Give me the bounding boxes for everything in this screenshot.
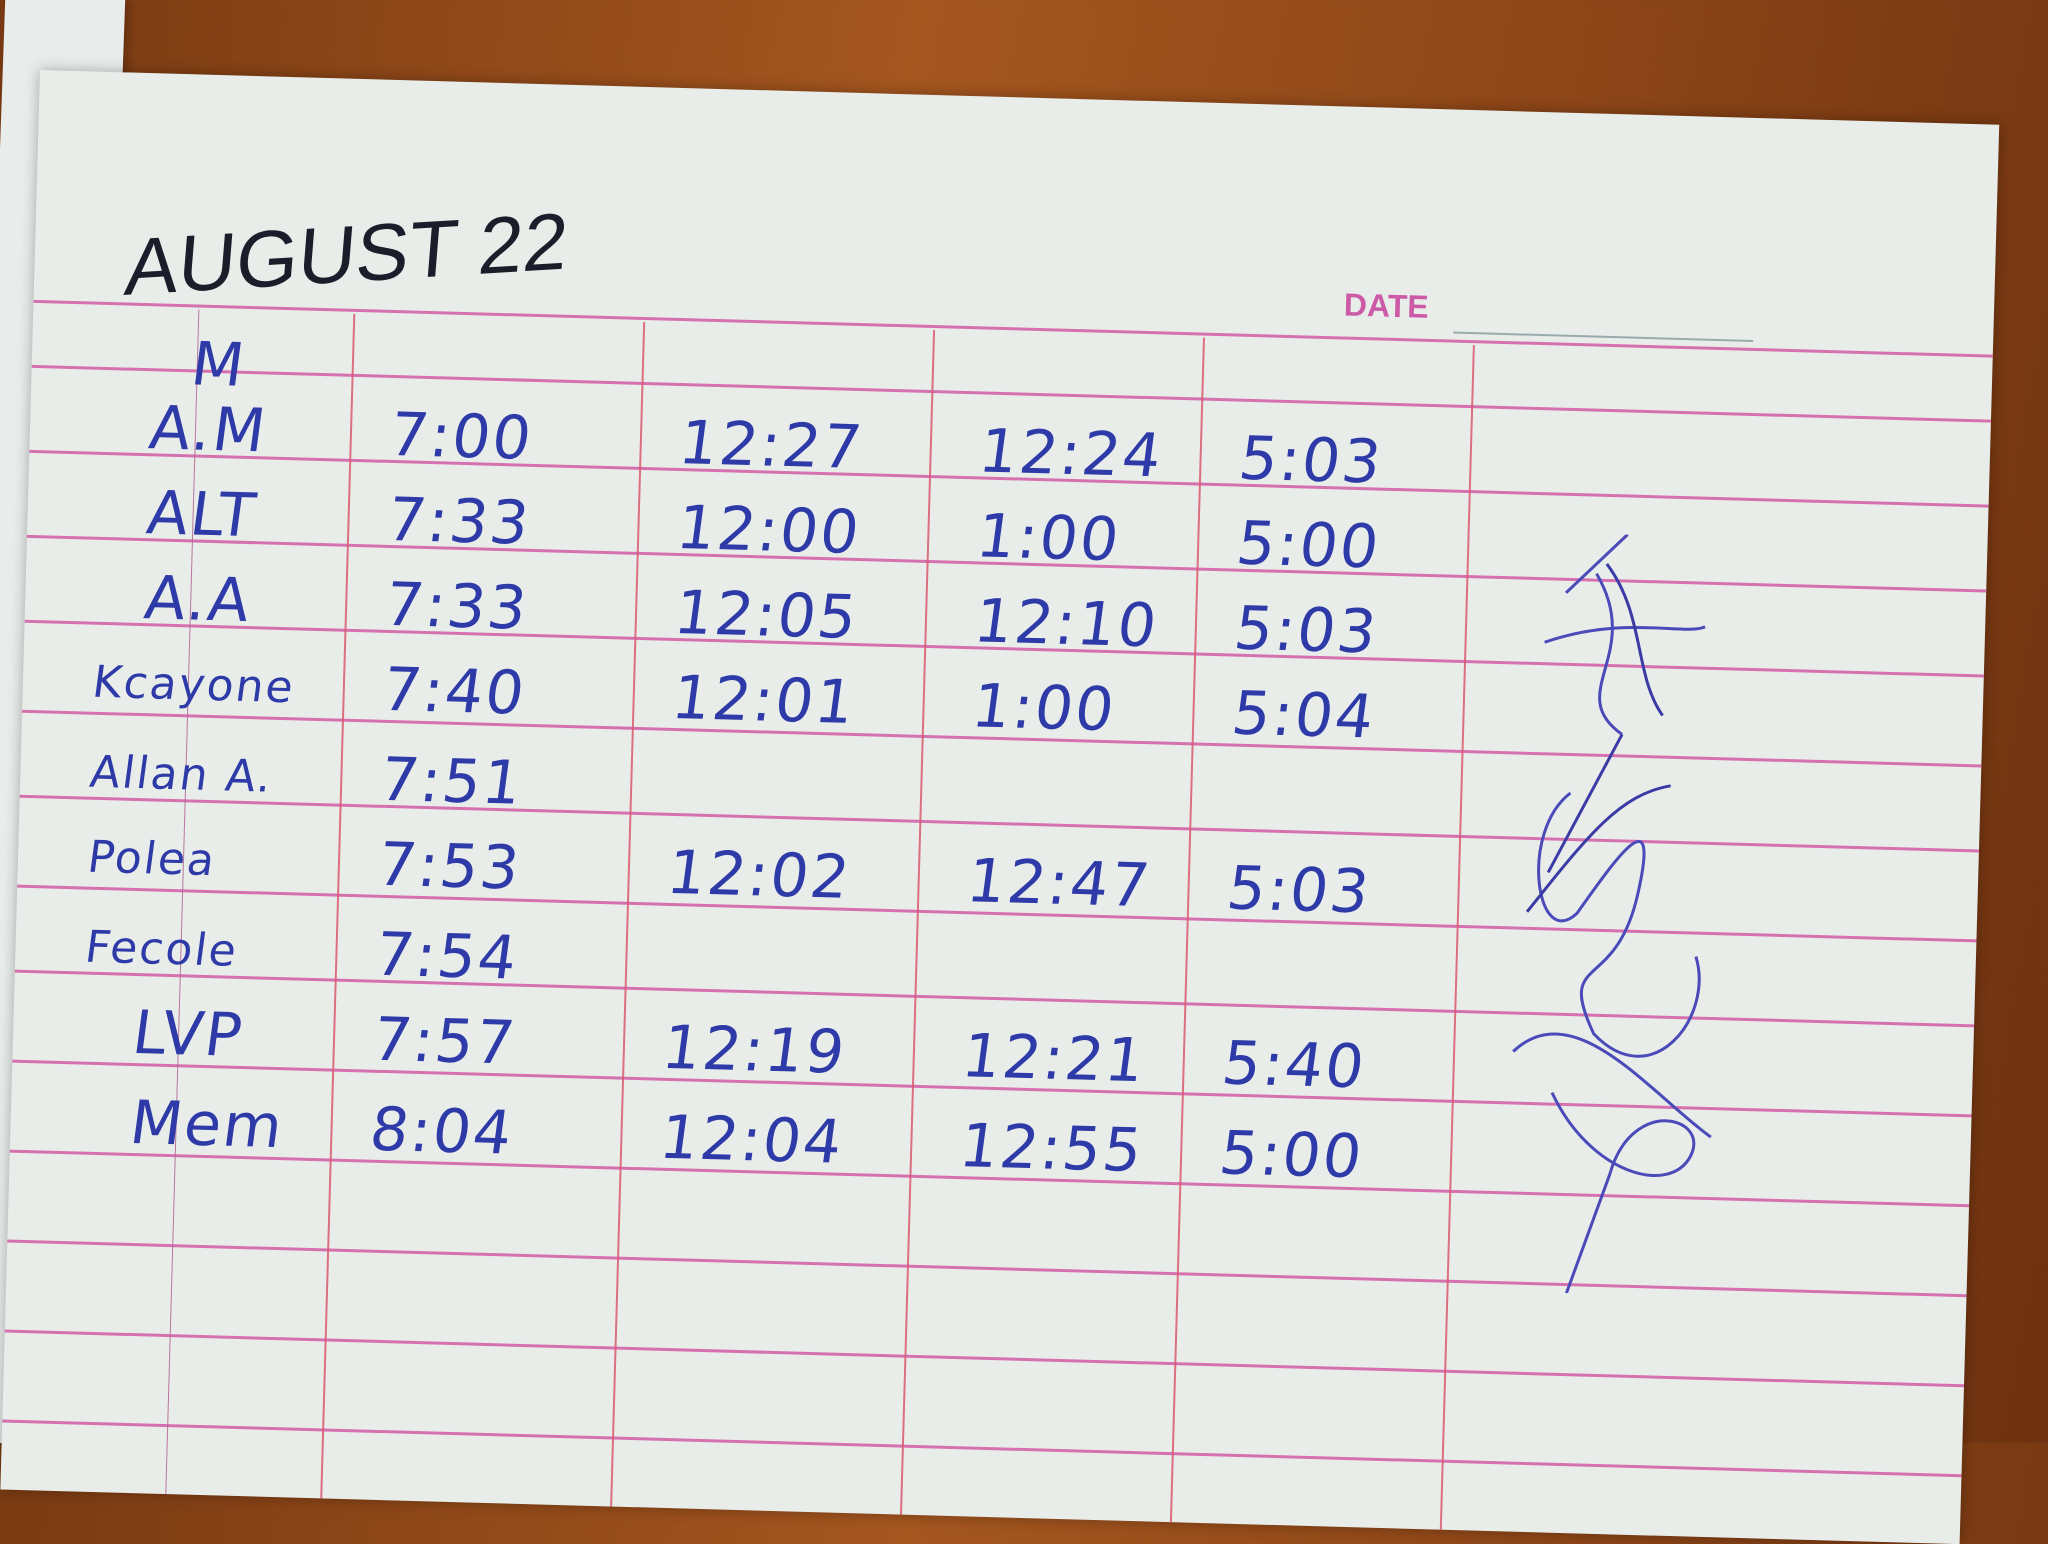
rule-line	[31, 364, 1991, 423]
lunch-in: 1:00	[967, 671, 1120, 746]
lunch-in: 1:00	[972, 501, 1125, 576]
top-mark: M	[187, 329, 251, 401]
logbook-page: AUGUST 22 DATE M A.M 7:00 12:27 12:24 5:03 AL…	[0, 70, 2000, 1544]
time-in: 7:00	[385, 400, 538, 474]
rule-line	[4, 1329, 1965, 1388]
lunch-in: 12:21	[958, 1021, 1151, 1097]
table-row: Polea 7:53 12:02 12:47 5:03	[40, 70, 1999, 927]
time-out: 5:04	[1227, 678, 1380, 753]
time-in: 7:53	[373, 829, 526, 904]
time-in: 8:04	[365, 1094, 518, 1169]
column-line	[610, 321, 646, 1507]
time-out: 5:00	[1215, 1118, 1368, 1193]
column-line	[1169, 337, 1205, 1523]
lunch-out: 12:02	[663, 837, 856, 913]
time-in: 7:33	[380, 569, 533, 644]
column-line	[320, 313, 356, 1499]
employee-name: Allan A.	[87, 746, 277, 803]
column-line	[1439, 345, 1475, 1530]
lunch-out: 12:00	[672, 493, 865, 568]
lunch-out: 12:27	[675, 408, 868, 484]
table-row: Kcayone 7:40 12:01 1:00 5:04	[40, 70, 1999, 752]
page-title: AUGUST 22	[121, 196, 572, 313]
table-row: Fecole 7:54	[40, 70, 1999, 994]
time-out: 5:03	[1234, 423, 1387, 498]
lunch-out: 12:01	[668, 663, 861, 738]
table-row: LVP 7:57 12:19 12:21 5:40	[40, 70, 1999, 1102]
table-row: A.M 7:00 12:27 12:24 5:03	[40, 70, 1999, 497]
employee-name: LVP	[128, 998, 248, 1071]
lunch-out: 12:05	[670, 578, 863, 653]
table-row: A.A 7:33 12:05 12:10 5:03	[40, 70, 1999, 667]
employee-name: Fecole	[82, 921, 242, 977]
employee-name: Polea	[84, 831, 220, 887]
lunch-in: 12:47	[963, 846, 1156, 922]
employee-name: ALT	[143, 478, 262, 552]
employee-name: Mem	[125, 1088, 289, 1163]
lunch-in: 12:55	[955, 1111, 1148, 1187]
lunch-in: 12:24	[975, 416, 1168, 492]
date-label: DATE	[1343, 286, 1430, 325]
table-row: Allan A. 7:51	[40, 70, 1999, 819]
lunch-in: 12:10	[970, 586, 1163, 662]
signature-scribbles	[1512, 533, 1712, 1294]
employee-name: A.A	[140, 563, 257, 636]
lunch-out: 12:04	[655, 1102, 848, 1178]
ruled-lines	[2, 70, 1999, 1530]
time-in: 7:57	[368, 1004, 521, 1079]
employee-name: Kcayone	[89, 656, 299, 714]
table-row: ALT 7:33 12:00 1:00 5:00	[40, 70, 1999, 582]
column-line	[900, 330, 936, 1515]
time-out: 5:03	[1230, 593, 1383, 668]
time-in: 7:40	[378, 654, 531, 729]
rule-line	[33, 299, 1993, 358]
lunch-out: 12:19	[658, 1012, 851, 1088]
time-in: 7:33	[382, 484, 535, 559]
time-out: 5:03	[1222, 853, 1375, 928]
time-out: 5:40	[1218, 1028, 1371, 1103]
attendance-table: A.M 7:00 12:27 12:24 5:03 ALT 7:33 12:00 1:00 5:0…	[40, 70, 1999, 1192]
rule-line	[2, 1419, 1962, 1478]
table-row: Mem 8:04 12:04 12:55 5:00	[40, 70, 1999, 1192]
time-in: 7:54	[370, 919, 523, 994]
employee-name: A.M	[145, 393, 272, 467]
time-out: 5:00	[1232, 508, 1385, 583]
time-in: 7:51	[375, 744, 528, 819]
